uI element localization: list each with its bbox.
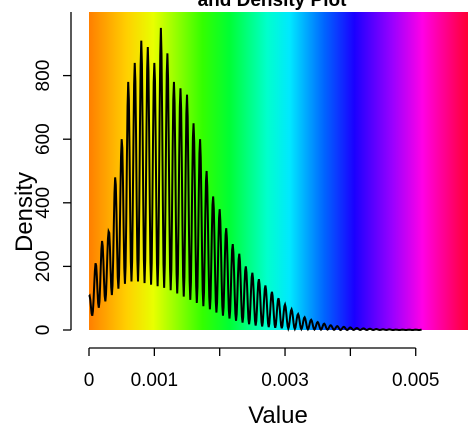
x-tick-label-1: 0.001 xyxy=(131,370,179,391)
y-tick-label-4: 800 xyxy=(33,60,54,92)
x-axis-title: Value xyxy=(248,402,308,429)
x-tick-label-0: 0 xyxy=(84,370,95,391)
y-tick-label-3: 600 xyxy=(33,123,54,155)
density-line-layer xyxy=(88,27,422,332)
chart-title: and Density Plot xyxy=(198,0,348,11)
y-tick-label-0: 0 xyxy=(33,325,54,336)
y-axis-title: Density xyxy=(11,172,38,252)
axes: 0 0.001 0.003 0.005 0 200 400 600 800 xyxy=(33,12,439,391)
y-tick-label-1: 200 xyxy=(33,251,54,283)
x-tick-label-5: 0.005 xyxy=(392,370,440,391)
x-tick-label-3: 0.003 xyxy=(261,370,309,391)
y-tick-label-2: 400 xyxy=(33,187,54,219)
density-line-0 xyxy=(88,27,422,332)
